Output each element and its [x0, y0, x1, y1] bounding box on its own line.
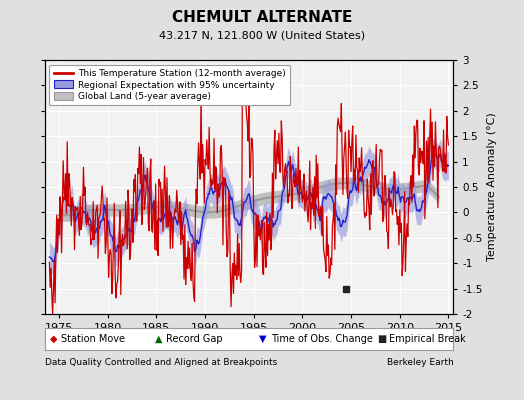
Text: Time of Obs. Change: Time of Obs. Change: [271, 334, 373, 344]
Text: ◆: ◆: [50, 334, 57, 344]
Text: ▼: ▼: [259, 334, 267, 344]
Text: 43.217 N, 121.800 W (United States): 43.217 N, 121.800 W (United States): [159, 30, 365, 40]
Text: Empirical Break: Empirical Break: [389, 334, 465, 344]
Y-axis label: Temperature Anomaly (°C): Temperature Anomaly (°C): [487, 113, 497, 261]
Text: Data Quality Controlled and Aligned at Breakpoints: Data Quality Controlled and Aligned at B…: [45, 358, 277, 367]
Text: ▲: ▲: [155, 334, 162, 344]
Text: Station Move: Station Move: [61, 334, 125, 344]
Text: ■: ■: [377, 334, 387, 344]
Legend: This Temperature Station (12-month average), Regional Expectation with 95% uncer: This Temperature Station (12-month avera…: [49, 64, 290, 106]
Text: Record Gap: Record Gap: [166, 334, 223, 344]
Text: CHEMULT ALTERNATE: CHEMULT ALTERNATE: [172, 10, 352, 25]
Text: Berkeley Earth: Berkeley Earth: [387, 358, 453, 367]
